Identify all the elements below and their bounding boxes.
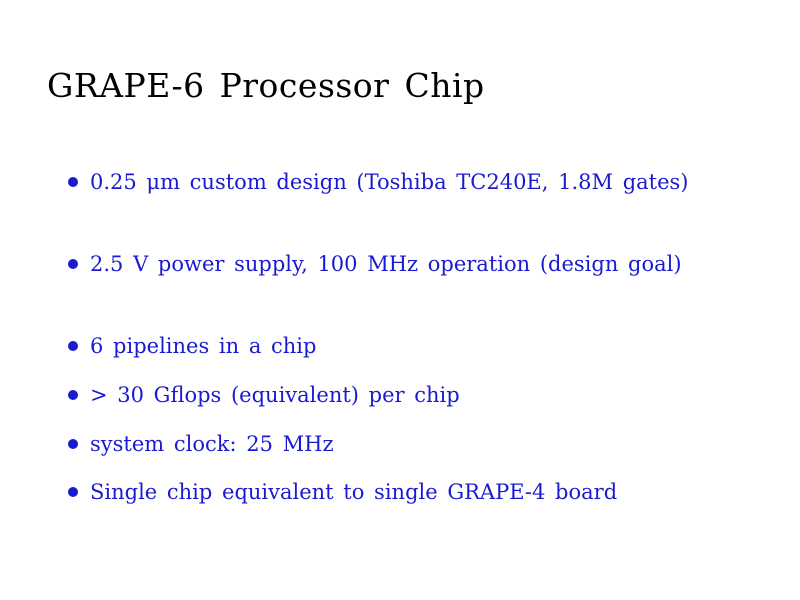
bullet-item: system clock: 25 MHz (68, 428, 740, 460)
bullet-item: > 30 Gflops (equivalent) per chip (68, 379, 740, 411)
bullet-dot-icon (68, 487, 78, 497)
bullet-text: 2.5 V power supply, 100 MHz operation (d… (90, 252, 682, 276)
bullet-item: 2.5 V power supply, 100 MHz operation (d… (68, 248, 740, 280)
slide-title: GRAPE-6 Processor Chip (47, 66, 485, 105)
bullet-dot-icon (68, 177, 78, 187)
bullet-text: 0.25 μm custom design (Toshiba TC240E, 1… (90, 170, 689, 194)
bullet-item: Single chip equivalent to single GRAPE-4… (68, 476, 740, 508)
bullet-dot-icon (68, 439, 78, 449)
bullet-item: 6 pipelines in a chip (68, 330, 740, 362)
bullet-text: 6 pipelines in a chip (90, 334, 317, 358)
bullet-text: > 30 Gflops (equivalent) per chip (90, 383, 460, 407)
bullet-text: Single chip equivalent to single GRAPE-4… (90, 480, 618, 504)
bullet-text: system clock: 25 MHz (90, 432, 334, 456)
bullet-dot-icon (68, 259, 78, 269)
bullet-item: 0.25 μm custom design (Toshiba TC240E, 1… (68, 166, 740, 198)
bullet-dot-icon (68, 341, 78, 351)
bullet-dot-icon (68, 390, 78, 400)
